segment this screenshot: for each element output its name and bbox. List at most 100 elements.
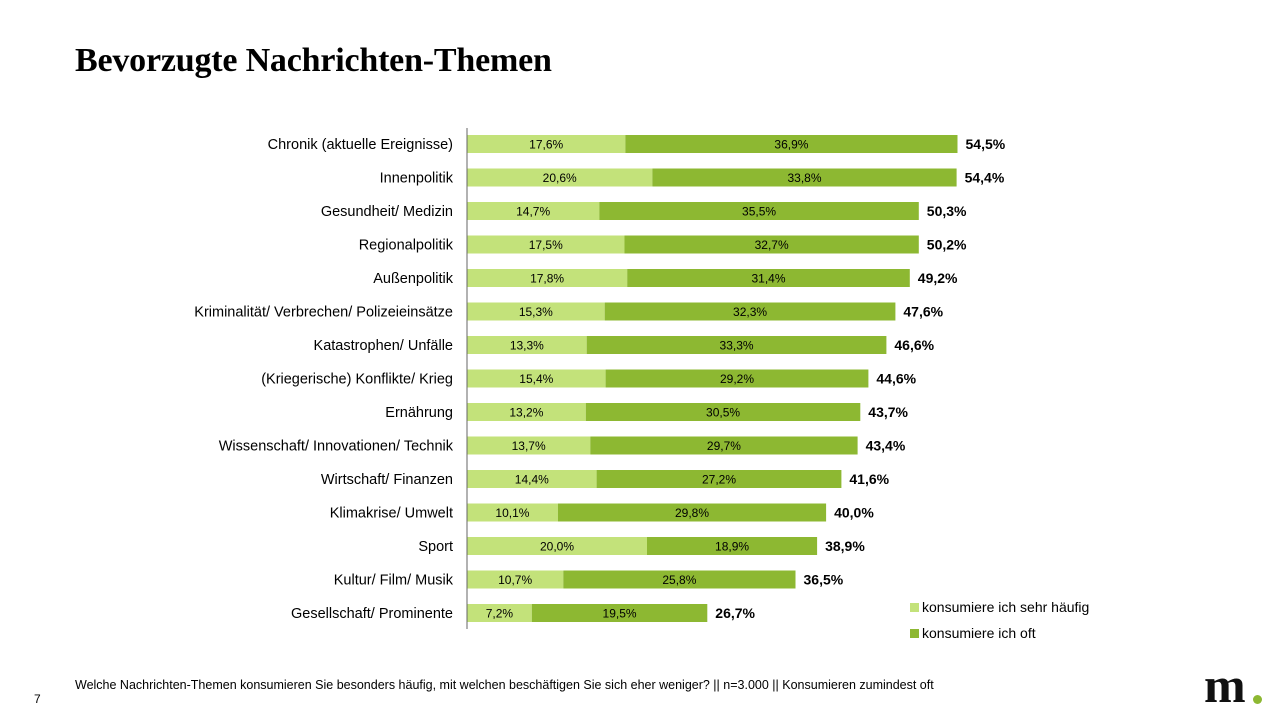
bar-oft-gesundheit-medizin [599, 202, 919, 220]
bar-oft-kriminalitat-verbrechen-polizeieinsatze [604, 302, 896, 321]
bar-sehr-haeufig-wirtschaft-finanzen [467, 470, 597, 488]
total-label-aussenpolitik: 49,2% [918, 270, 958, 286]
value-label-sehr-haeufig-aussenpolitik: 17,8% [530, 272, 564, 286]
category-label-sport: Sport [418, 539, 453, 555]
bar-oft-aussenpolitik [627, 269, 910, 287]
value-label-oft-kriminalitat-verbrechen-polizeieinsatze: 32,3% [733, 305, 767, 319]
value-label-oft-katastrophen-unfalle: 33,3% [720, 339, 754, 353]
value-label-oft-klimakrise-umwelt: 29,8% [675, 506, 709, 520]
bar-sehr-haeufig-wissenschaft-innovationen-technik [467, 436, 591, 455]
bar-sehr-haeufig-aussenpolitik [467, 269, 628, 287]
total-label-gesellschaft-prominente: 26,7% [715, 605, 755, 621]
total-label-innenpolitik: 54,4% [965, 170, 1005, 186]
value-label-oft-wissenschaft-innovationen-technik: 29,7% [707, 439, 741, 453]
category-label-katastrophen-unfalle: Katastrophen/ Unfälle [314, 338, 453, 354]
category-label-kriegerische-konflikte-krieg: (Kriegerische) Konflikte/ Krieg [261, 372, 453, 388]
bar-sehr-haeufig-chronik-aktuelle-ereignisse [467, 135, 626, 153]
page-number: 7 [34, 692, 41, 706]
category-label-wissenschaft-innovationen-technik: Wissenschaft/ Innovationen/ Technik [219, 439, 454, 455]
legend: konsumiere ich sehr häufig konsumiere ic… [910, 594, 1089, 646]
total-label-wirtschaft-finanzen: 41,6% [849, 471, 889, 487]
value-label-sehr-haeufig-katastrophen-unfalle: 13,3% [510, 339, 544, 353]
category-label-klimakrise-umwelt: Klimakrise/ Umwelt [330, 506, 453, 522]
bar-oft-chronik-aktuelle-ereignisse [625, 135, 958, 153]
category-label-kultur-film-musik: Kultur/ Film/ Musik [334, 573, 454, 589]
category-label-chronik-aktuelle-ereignisse: Chronik (aktuelle Ereignisse) [268, 137, 453, 153]
bar-sehr-haeufig-sport [467, 537, 647, 555]
category-label-gesellschaft-prominente: Gesellschaft/ Prominente [291, 606, 453, 622]
bar-sehr-haeufig-regionalpolitik [467, 235, 625, 254]
total-label-katastrophen-unfalle: 46,6% [894, 337, 934, 353]
value-label-oft-ernahrung: 30,5% [706, 406, 740, 420]
total-label-regionalpolitik: 50,2% [927, 237, 967, 253]
legend-swatch-dark [910, 628, 919, 638]
total-label-kriegerische-konflikte-krieg: 44,6% [876, 371, 916, 387]
bar-oft-ernahrung [585, 403, 861, 421]
bar-oft-regionalpolitik [624, 235, 919, 254]
bar-sehr-haeufig-kultur-film-musik [467, 570, 564, 589]
category-label-innenpolitik: Innenpolitik [380, 171, 454, 187]
bar-sehr-haeufig-klimakrise-umwelt [467, 503, 558, 522]
brand-logo: m [1204, 657, 1246, 713]
value-label-oft-kultur-film-musik: 25,8% [662, 573, 696, 587]
bar-oft-klimakrise-umwelt [557, 503, 827, 522]
value-label-sehr-haeufig-regionalpolitik: 17,5% [529, 238, 563, 252]
total-label-ernahrung: 43,7% [868, 404, 908, 420]
total-label-kultur-film-musik: 36,5% [804, 572, 844, 588]
value-label-oft-wirtschaft-finanzen: 27,2% [702, 473, 736, 487]
bar-oft-katastrophen-unfalle [586, 336, 887, 354]
value-label-sehr-haeufig-wirtschaft-finanzen: 14,4% [515, 473, 549, 487]
bar-oft-sport [647, 537, 818, 555]
bar-oft-wirtschaft-finanzen [596, 470, 842, 488]
total-label-klimakrise-umwelt: 40,0% [834, 505, 874, 521]
stacked-bar-chart: Chronik (aktuelle Ereignisse) 17,6% 36,9% 5… [194, 128, 1006, 629]
value-label-sehr-haeufig-kultur-film-musik: 10,7% [498, 573, 532, 587]
legend-item-oft: konsumiere ich oft [910, 620, 1089, 646]
value-label-oft-sport: 18,9% [715, 540, 749, 554]
bar-oft-kriegerische-konflikte-krieg [605, 369, 869, 388]
value-label-sehr-haeufig-kriegerische-konflikte-krieg: 15,4% [519, 372, 553, 386]
bar-sehr-haeufig-katastrophen-unfalle [467, 336, 587, 354]
value-label-oft-aussenpolitik: 31,4% [751, 272, 785, 286]
legend-label-dark: konsumiere ich oft [922, 625, 1036, 641]
value-label-sehr-haeufig-chronik-aktuelle-ereignisse: 17,6% [529, 138, 563, 152]
bar-sehr-haeufig-ernahrung [467, 403, 586, 421]
value-label-sehr-haeufig-klimakrise-umwelt: 10,1% [495, 506, 529, 520]
legend-swatch-light [910, 602, 919, 612]
value-label-oft-kriegerische-konflikte-krieg: 29,2% [720, 372, 754, 386]
category-label-aussenpolitik: Außenpolitik [373, 271, 454, 287]
bar-sehr-haeufig-gesellschaft-prominente [467, 604, 532, 622]
total-label-kriminalitat-verbrechen-polizeieinsatze: 47,6% [903, 304, 943, 320]
total-label-chronik-aktuelle-ereignisse: 54,5% [966, 136, 1006, 152]
bar-sehr-haeufig-kriegerische-konflikte-krieg [467, 369, 606, 388]
value-label-sehr-haeufig-sport: 20,0% [540, 540, 574, 554]
category-label-regionalpolitik: Regionalpolitik [359, 238, 454, 254]
value-label-sehr-haeufig-gesundheit-medizin: 14,7% [516, 205, 550, 219]
value-label-sehr-haeufig-kriminalitat-verbrechen-polizeieinsatze: 15,3% [519, 305, 553, 319]
value-label-oft-chronik-aktuelle-ereignisse: 36,9% [774, 138, 808, 152]
legend-item-sehr-haeufig: konsumiere ich sehr häufig [910, 594, 1089, 620]
category-label-ernahrung: Ernährung [385, 405, 453, 421]
bar-oft-gesellschaft-prominente [531, 604, 708, 622]
value-label-oft-gesundheit-medizin: 35,5% [742, 205, 776, 219]
bar-oft-kultur-film-musik [563, 570, 796, 589]
category-label-kriminalitat-verbrechen-polizeieinsatze: Kriminalität/ Verbrechen/ Polizeieinsätz… [194, 305, 453, 321]
value-label-oft-innenpolitik: 33,8% [787, 171, 821, 185]
bar-sehr-haeufig-innenpolitik [467, 168, 653, 187]
legend-label-light: konsumiere ich sehr häufig [922, 599, 1090, 615]
brand-logo-dot [1253, 695, 1262, 704]
bar-oft-wissenschaft-innovationen-technik [590, 436, 858, 455]
category-label-gesundheit-medizin: Gesundheit/ Medizin [321, 204, 453, 220]
value-label-sehr-haeufig-ernahrung: 13,2% [509, 406, 543, 420]
total-label-gesundheit-medizin: 50,3% [927, 203, 967, 219]
value-label-sehr-haeufig-gesellschaft-prominente: 7,2% [486, 607, 514, 621]
page-title: Bevorzugte Nachrichten-Themen [75, 42, 552, 79]
value-label-sehr-haeufig-innenpolitik: 20,6% [543, 171, 577, 185]
total-label-sport: 38,9% [825, 538, 865, 554]
bar-sehr-haeufig-kriminalitat-verbrechen-polizeieinsatze [467, 302, 605, 321]
value-label-sehr-haeufig-wissenschaft-innovationen-technik: 13,7% [512, 439, 546, 453]
bar-sehr-haeufig-gesundheit-medizin [467, 202, 600, 220]
total-label-wissenschaft-innovationen-technik: 43,4% [866, 438, 906, 454]
category-label-wirtschaft-finanzen: Wirtschaft/ Finanzen [321, 472, 453, 488]
bar-oft-innenpolitik [652, 168, 957, 187]
